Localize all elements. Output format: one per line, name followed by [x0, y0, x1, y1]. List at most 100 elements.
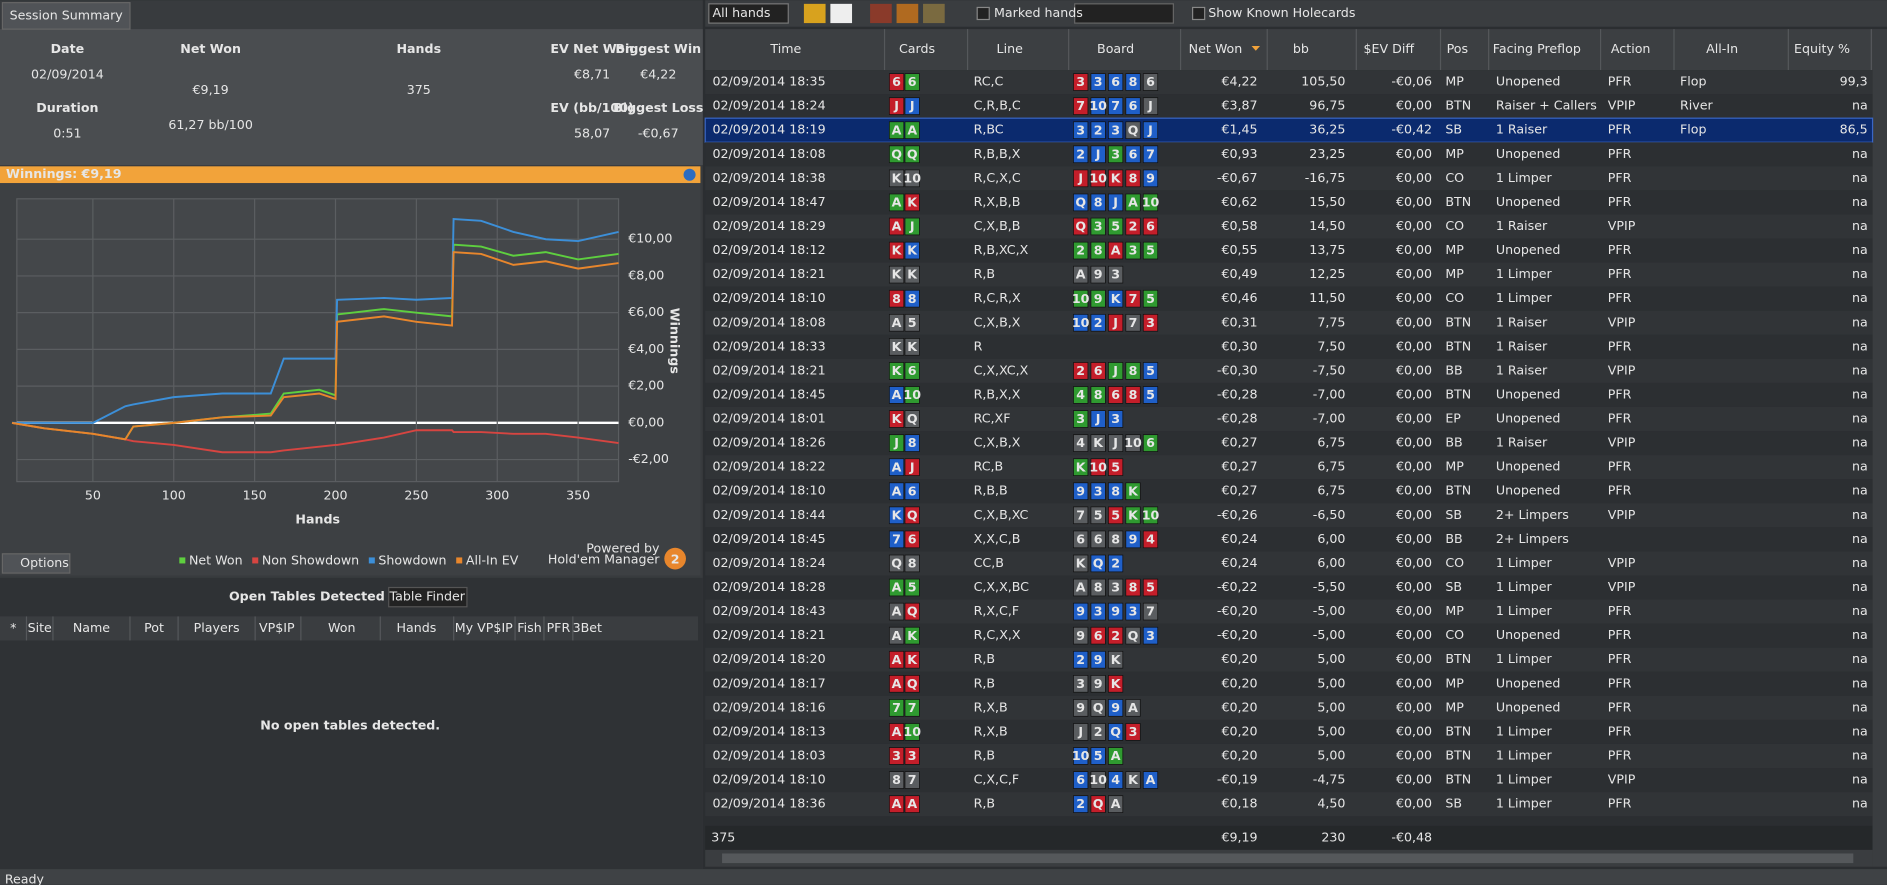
- cell: 02/09/2014 18:22: [712, 459, 825, 474]
- toolbar-icon[interactable]: [896, 3, 919, 24]
- table-row[interactable]: [705, 214, 1873, 239]
- table-row[interactable]: [705, 262, 1873, 287]
- card-rank: 2: [1129, 219, 1138, 234]
- tab[interactable]: [1, 2, 131, 30]
- cell: BB: [1445, 362, 1462, 377]
- toolbar-icon[interactable]: [870, 3, 892, 24]
- cell: na: [1852, 699, 1868, 714]
- card: [888, 265, 905, 284]
- card: [888, 169, 905, 188]
- toolbar-icon[interactable]: [923, 3, 945, 24]
- card-rank: 8: [1129, 580, 1138, 595]
- card: [904, 482, 920, 501]
- table-row[interactable]: [705, 503, 1873, 528]
- table-row[interactable]: [705, 647, 1873, 672]
- vertical-scrollbar[interactable]: [1872, 29, 1887, 867]
- toolbar-icon[interactable]: [803, 3, 826, 24]
- toolbar-icon[interactable]: [830, 3, 853, 24]
- cell: €0,24: [1221, 555, 1257, 570]
- card: [1125, 530, 1141, 549]
- table-row[interactable]: [705, 238, 1873, 263]
- options-button[interactable]: [1, 553, 71, 574]
- cell: Flop: [1680, 74, 1707, 89]
- cell: PFR: [1608, 483, 1632, 498]
- table-row[interactable]: [705, 142, 1873, 167]
- cell: 96,75: [1309, 98, 1345, 113]
- cell: MP: [1445, 603, 1464, 618]
- table-row[interactable]: [705, 166, 1873, 191]
- scroll-thumb[interactable]: [722, 853, 1854, 864]
- cell: 6,00: [1317, 531, 1345, 546]
- cell: 02/09/2014 18:26: [712, 435, 825, 450]
- cell: VPIP: [1608, 98, 1636, 113]
- help-icon[interactable]: [683, 168, 696, 181]
- card-rank: J: [1147, 98, 1153, 113]
- cell: C,X,B,B: [974, 218, 1021, 233]
- y-tick-label: -€2,00: [628, 451, 669, 466]
- status-text: Ready: [5, 871, 45, 885]
- table-row[interactable]: [705, 599, 1873, 624]
- table-row[interactable]: [705, 334, 1873, 359]
- card-rank: 7: [892, 531, 901, 546]
- card-rank: Q: [1075, 195, 1086, 210]
- card: [904, 771, 920, 789]
- table-row[interactable]: [705, 310, 1873, 335]
- table-row[interactable]: [705, 623, 1873, 648]
- table-row[interactable]: [705, 479, 1873, 504]
- table-row[interactable]: [705, 358, 1873, 383]
- checkbox[interactable]: [1192, 6, 1206, 21]
- card-rank: 7: [1076, 98, 1085, 113]
- column-header: Net Won: [1189, 41, 1243, 56]
- table-row[interactable]: [705, 286, 1873, 311]
- card: [904, 241, 920, 260]
- table-finder-button[interactable]: [388, 586, 468, 608]
- table-row[interactable]: [705, 382, 1873, 407]
- card: [1108, 121, 1124, 139]
- card: [1108, 530, 1124, 549]
- table-row[interactable]: [705, 551, 1873, 576]
- table-row[interactable]: [705, 575, 1873, 600]
- card: [1108, 795, 1124, 813]
- card-rank: 3: [1146, 315, 1155, 330]
- card-rank: 2: [1076, 363, 1085, 378]
- card-rank: A: [1111, 748, 1121, 763]
- plot-area: [16, 198, 620, 483]
- cell: 02/09/2014 18:24: [712, 98, 825, 113]
- table-row[interactable]: [705, 431, 1873, 456]
- table-row[interactable]: [705, 695, 1873, 720]
- table-row[interactable]: [705, 406, 1873, 432]
- cell: RC,B: [974, 459, 1004, 474]
- table-row[interactable]: [705, 719, 1873, 744]
- cell: €0,27: [1221, 435, 1257, 450]
- card: [1073, 386, 1089, 404]
- table-row[interactable]: [705, 671, 1873, 696]
- card: [1125, 217, 1141, 236]
- table-row[interactable]: [705, 455, 1873, 480]
- checkbox[interactable]: [976, 6, 990, 21]
- checkbox-label: Show Known Holecards: [1208, 5, 1355, 20]
- card-rank: 9: [1094, 267, 1103, 282]
- table-row[interactable]: [705, 743, 1873, 769]
- cell: BTN: [1445, 338, 1471, 353]
- card-rank: K: [907, 243, 918, 258]
- column-header: Won: [328, 620, 355, 635]
- cell: €0,20: [1221, 723, 1257, 738]
- table-row[interactable]: [705, 792, 1873, 817]
- card-rank: 6: [908, 363, 917, 378]
- card-rank: 6: [1111, 387, 1120, 402]
- cell: MP: [1445, 699, 1464, 714]
- table-row[interactable]: [705, 527, 1873, 552]
- filter-select[interactable]: [708, 3, 789, 24]
- card-rank: A: [907, 796, 917, 811]
- cell: R,B,B: [974, 483, 1008, 498]
- cell: 02/09/2014 18:10: [712, 772, 825, 787]
- card-rank: 8: [908, 291, 917, 306]
- cell: BTN: [1445, 98, 1471, 113]
- table-row[interactable]: [705, 190, 1873, 215]
- card: [1090, 482, 1106, 501]
- card-rank: 3: [908, 748, 917, 763]
- marked-hands-select[interactable]: [1074, 3, 1174, 24]
- card: [1090, 578, 1106, 597]
- table-row[interactable]: [705, 768, 1873, 793]
